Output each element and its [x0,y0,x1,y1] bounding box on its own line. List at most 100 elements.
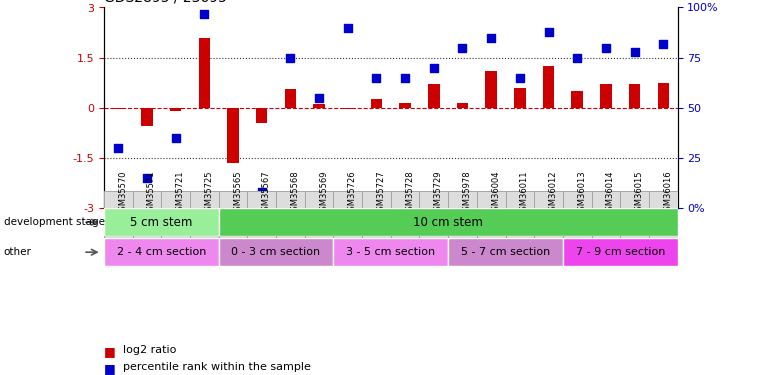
Bar [342,108,353,109]
Bar [104,191,132,264]
Text: GDS2895 / 23695: GDS2895 / 23695 [104,0,227,5]
Text: development stage: development stage [4,217,105,227]
Bar [591,191,621,264]
Bar [276,191,305,264]
Bar [247,191,276,264]
Bar [333,191,362,264]
Bar [534,191,563,264]
Bar [600,84,611,108]
Bar [362,191,391,264]
Bar [505,191,534,264]
Point [169,135,182,141]
Bar [514,88,526,108]
Bar [256,108,267,123]
Point [600,45,612,51]
Bar [543,66,554,108]
Bar [563,191,591,264]
Bar [276,191,305,264]
Text: GSM35567: GSM35567 [262,171,271,216]
Bar [534,191,563,264]
Text: GSM35727: GSM35727 [377,171,386,216]
Text: percentile rank within the sample: percentile rank within the sample [123,362,311,372]
Bar [621,191,649,264]
Bar [219,208,678,236]
Bar [629,84,641,108]
Bar [420,191,448,264]
Text: 5 - 7 cm section: 5 - 7 cm section [461,247,550,257]
Point [542,28,554,34]
Bar [333,191,362,264]
Bar [448,238,563,266]
Text: GSM36004: GSM36004 [491,171,500,216]
Bar [485,71,497,108]
Bar [563,238,678,266]
Bar [390,191,420,264]
Text: other: other [4,247,32,257]
Point [427,64,440,70]
Bar [390,191,420,264]
Bar [457,103,468,108]
Text: ■: ■ [104,362,115,375]
Point [284,55,296,61]
Bar [571,91,583,108]
Bar [428,84,440,108]
Point [342,24,354,30]
Point [370,75,383,81]
Bar [132,191,162,264]
Text: GSM35565: GSM35565 [233,171,242,216]
Bar [104,191,132,264]
Bar [649,191,678,264]
Text: GSM36011: GSM36011 [520,171,529,216]
Bar [247,191,276,264]
Bar [649,191,678,264]
Point [514,75,526,81]
Text: 7 - 9 cm section: 7 - 9 cm section [575,247,665,257]
Bar [621,191,649,264]
Text: GSM36014: GSM36014 [606,171,615,216]
Bar [591,191,621,264]
Bar [448,191,477,264]
Bar [285,89,296,108]
Bar [477,191,505,264]
Bar [448,191,477,264]
Bar [305,191,333,264]
Text: 10 cm stem: 10 cm stem [413,216,483,229]
Point [198,10,210,16]
Point [112,145,125,151]
Bar [219,238,333,266]
Bar [104,208,219,236]
Text: ■: ■ [104,345,115,358]
Text: GSM36013: GSM36013 [578,171,586,216]
Point [399,75,411,81]
Bar [505,191,534,264]
Point [457,45,469,51]
Text: GSM35571: GSM35571 [147,171,156,216]
Bar [141,108,152,126]
Point [571,55,584,61]
Point [256,189,268,195]
Point [141,175,153,181]
Text: log2 ratio: log2 ratio [123,345,176,355]
Bar [104,238,219,266]
Bar [112,108,124,109]
Text: 5 cm stem: 5 cm stem [130,216,192,229]
Text: GSM35570: GSM35570 [119,171,127,216]
Bar [420,191,448,264]
Text: GSM35725: GSM35725 [204,171,213,216]
Text: GSM36012: GSM36012 [548,171,557,216]
Bar [219,191,247,264]
Text: GSM35729: GSM35729 [434,171,443,216]
Point [313,95,325,101]
Point [628,49,641,55]
Bar [162,191,190,264]
Bar [219,191,247,264]
Text: GSM35726: GSM35726 [348,171,357,216]
Bar [170,108,182,111]
Bar [132,191,162,264]
Text: GSM35978: GSM35978 [463,171,471,216]
Text: GSM35721: GSM35721 [176,171,185,216]
Bar [658,83,669,108]
Bar [305,191,333,264]
Bar [227,108,239,163]
Bar [190,191,219,264]
